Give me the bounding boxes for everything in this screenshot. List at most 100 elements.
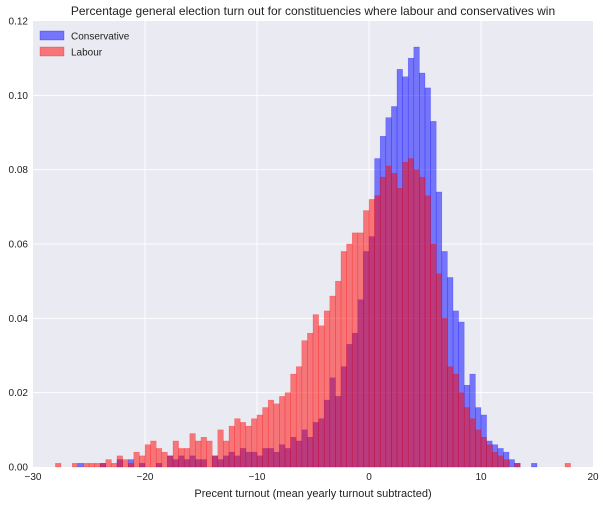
histogram-bar xyxy=(391,173,398,468)
histogram-bar xyxy=(323,310,331,468)
histogram-bar xyxy=(262,407,269,468)
histogram-bar xyxy=(335,280,342,468)
histogram-bar xyxy=(351,232,359,468)
histogram-bar xyxy=(150,440,157,468)
histogram-bar xyxy=(267,399,275,468)
x-tick-label: −30 xyxy=(25,472,42,483)
histogram-bar xyxy=(329,295,336,468)
histogram-bar xyxy=(458,392,465,468)
histogram-bar xyxy=(116,455,123,468)
histogram-bar xyxy=(301,340,308,468)
histogram-bar xyxy=(486,444,493,468)
histogram-bar xyxy=(514,463,521,468)
histogram-bar xyxy=(155,448,163,468)
histogram-bar xyxy=(402,161,409,468)
histogram-bar xyxy=(284,392,291,468)
histogram-bar xyxy=(94,463,101,468)
y-tick-label: 0.04 xyxy=(9,314,29,325)
histogram-bar xyxy=(88,463,95,468)
histogram-bar xyxy=(497,455,504,468)
legend: Conservative Labour xyxy=(39,30,130,59)
histogram-bar xyxy=(491,451,499,468)
histogram-bar xyxy=(419,176,426,468)
histogram-bar xyxy=(273,403,280,468)
histogram-bar xyxy=(290,373,297,468)
histogram-bars xyxy=(55,46,571,468)
histogram-bar xyxy=(217,429,224,468)
histogram-bar xyxy=(564,463,571,468)
histogram-bar xyxy=(379,176,387,468)
histogram-bar xyxy=(363,210,370,468)
histogram-bar xyxy=(318,325,325,468)
histogram-bar xyxy=(441,318,448,468)
histogram-bar xyxy=(475,429,482,468)
y-tick-label: 0.00 xyxy=(9,463,29,474)
histogram-bar xyxy=(357,232,364,468)
legend-label-conservative: Conservative xyxy=(71,32,130,43)
histogram-bar xyxy=(83,463,90,468)
histogram-bar xyxy=(111,463,118,468)
histogram-bar xyxy=(374,195,381,468)
histogram-bar xyxy=(211,455,219,468)
y-tick-label: 0.08 xyxy=(9,165,29,176)
histogram-bar xyxy=(346,243,353,468)
legend-swatch-labour xyxy=(39,46,65,57)
histogram-bar xyxy=(503,459,510,468)
histogram-bar xyxy=(189,433,196,468)
histogram-bar xyxy=(77,463,84,468)
histogram-bar xyxy=(312,314,319,468)
x-axis-label: Precent turnout (mean yearly turnout sub… xyxy=(194,488,431,500)
histogram-bar xyxy=(251,418,258,468)
grid-lines xyxy=(33,21,593,467)
histogram-bar xyxy=(413,169,420,468)
series-labour xyxy=(55,158,571,468)
histogram-bar xyxy=(295,366,303,468)
histogram-bar xyxy=(531,463,538,468)
y-tick-label: 0.12 xyxy=(9,17,29,28)
histogram-bar xyxy=(396,188,403,468)
y-tick-label: 0.10 xyxy=(9,91,29,102)
histogram-bar xyxy=(195,440,202,468)
histogram-bar xyxy=(200,437,207,468)
histogram-bar xyxy=(435,273,443,468)
histogram-bar xyxy=(447,366,454,468)
histogram-bar xyxy=(161,451,168,468)
histogram-bar xyxy=(228,425,235,468)
axis-ticks: −30 −20 −10 0 10 20 0.00 0.02 0.04 0.06 0.08 0.10 0.… xyxy=(9,17,599,484)
histogram-bar xyxy=(463,407,471,468)
histogram-bar xyxy=(167,455,174,468)
chart-title: Percentage general election turn out for… xyxy=(71,4,555,18)
histogram-bar xyxy=(178,448,185,468)
legend-swatch-conservative xyxy=(39,30,65,41)
histogram-bar xyxy=(183,448,191,468)
histogram-bar xyxy=(385,165,392,468)
histogram-bar xyxy=(340,251,347,468)
x-tick-label: −20 xyxy=(137,472,154,483)
histogram-bar xyxy=(279,396,286,468)
histogram-bar xyxy=(172,440,179,468)
x-tick-label: 10 xyxy=(475,472,487,483)
x-tick-label: 20 xyxy=(587,472,599,483)
histogram-bar xyxy=(139,455,146,468)
histogram-bar xyxy=(407,158,415,468)
histogram-bar xyxy=(424,195,431,468)
histogram-bar xyxy=(55,463,62,468)
histogram-bar xyxy=(127,463,135,468)
histogram-bar xyxy=(133,451,140,468)
histogram-bar xyxy=(245,425,252,468)
x-tick-label: 0 xyxy=(366,472,372,483)
x-tick-label: −10 xyxy=(249,472,266,483)
legend-label-labour: Labour xyxy=(71,48,103,59)
histogram-bar xyxy=(223,440,230,468)
histogram-bar xyxy=(144,444,151,468)
y-tick-label: 0.06 xyxy=(9,240,29,251)
histogram-bar xyxy=(71,463,79,468)
histogram-bar xyxy=(469,418,476,468)
histogram-bar xyxy=(452,373,459,468)
histogram-bar xyxy=(105,459,112,468)
histogram-bar xyxy=(480,437,487,468)
histogram-bar xyxy=(234,418,241,468)
histogram-bar xyxy=(307,332,314,468)
histogram-bar xyxy=(368,199,375,468)
